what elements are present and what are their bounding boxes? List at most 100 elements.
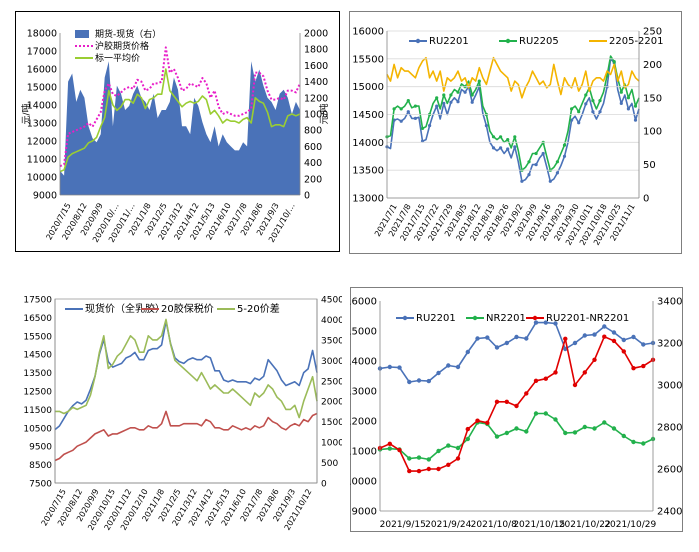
chart4-series-1-marker: [611, 426, 617, 431]
chart1-ylabel: 元/吨: [20, 103, 32, 124]
chart4-ytick-label: 14000: [350, 357, 377, 368]
chart3-ytick-label: 13500: [23, 369, 52, 379]
chart3-y2tick-label: 2000: [321, 398, 342, 408]
chart4-ytick-label: 15000: [350, 327, 377, 338]
chart4-series-2-marker: [553, 370, 558, 375]
chart1-ytick-label: 10000: [27, 173, 57, 184]
chart3-y2tick-label: 4000: [321, 316, 342, 326]
chart4-series-2-marker: [611, 338, 617, 344]
chart4-series-0-marker: [592, 332, 597, 337]
chart4-legend-marker: [532, 315, 538, 321]
chart2-series-1-marker: [449, 93, 453, 97]
chart1-y2tick-label: 800: [304, 126, 322, 137]
chart4-series-2-marker: [631, 366, 636, 371]
chart3-ytick-label: 7500: [29, 480, 52, 490]
chart4-series-1-marker: [416, 455, 422, 460]
chart2-series-0-marker: [406, 110, 410, 114]
chart4-legend-marker: [402, 315, 408, 321]
chart3-ytick-label: 10500: [23, 424, 52, 434]
chart3-y2tick-label: 3000: [321, 357, 342, 367]
chart4-series-2-marker: [514, 403, 519, 409]
chart3-ytick-label: 14500: [23, 351, 52, 361]
chart4-series-1-marker: [465, 436, 470, 442]
chart4-series-1-marker: [563, 430, 568, 436]
chart4-xtick-label: 2021/9/15: [380, 520, 426, 530]
chart4-series-1-marker: [387, 446, 392, 451]
chart2-series-0-marker: [463, 90, 467, 94]
chart2-legend-label: RU2201: [429, 36, 469, 47]
chart1-y2tick-label: 400: [304, 158, 322, 169]
chart1-ytick-label: 9000: [33, 191, 57, 202]
chart4-series-2-marker: [602, 334, 607, 339]
chart4-xtick-label: 2021/10/29: [604, 520, 656, 530]
chart3-series-2-line: [55, 318, 318, 419]
chart1-legend-label: 沪胶期货价格: [95, 40, 149, 52]
chart3-y2tick-label: 500: [321, 459, 338, 469]
chart2-series-0-marker: [633, 118, 638, 122]
chart3-ytick-label: 17500: [23, 296, 52, 306]
chart4-series-1-marker: [446, 443, 451, 448]
chart4-series-0-marker: [611, 330, 617, 335]
chart2-series-0-marker: [548, 179, 552, 183]
chart2-ytick-label: 13500: [352, 166, 384, 177]
chart4-series-2-marker: [455, 456, 461, 461]
chart3-y2tick-label: 0: [321, 480, 327, 490]
chart4-series-0-marker: [582, 333, 587, 338]
chart2-series-1-marker: [598, 99, 602, 103]
chart2-y2tick-label: 250: [643, 27, 662, 38]
chart3-legend-label: 20胶保税价: [161, 302, 214, 315]
chart3-svg: 17500 16500 15500 14500 13500 12500 11500 10500…: [23, 296, 342, 532]
chart4-series-1-marker: [602, 420, 607, 425]
chart2-series-0-marker: [428, 124, 432, 128]
chart2-series-1-marker: [435, 96, 439, 100]
chart1-y2tick-label: 200: [304, 174, 322, 185]
chart2-series-0-marker: [555, 171, 559, 175]
chart4-series-2-marker: [436, 466, 441, 472]
chart2-series-0-marker: [626, 107, 630, 111]
chart1-series-0-area: [60, 61, 300, 195]
chart3-ytick-label: 11500: [23, 406, 52, 416]
chart4-series-0-marker: [475, 336, 480, 341]
chart4-series-0-marker: [543, 320, 548, 325]
chart4-series-2-marker: [465, 426, 470, 432]
chart4-series-0-marker: [504, 340, 509, 346]
chart1-y2label: 元/吨: [318, 103, 330, 124]
chart2-y2tick-label: 200: [643, 60, 662, 71]
chart4-series-1-marker: [582, 424, 587, 430]
chart4-series-0-marker: [485, 335, 490, 340]
chart2-series-0-marker: [598, 110, 602, 114]
chart4-series-0-marker: [494, 345, 500, 350]
chart3-y2tick-label: 2500: [321, 377, 342, 387]
chart2-series-0-marker: [577, 121, 581, 125]
chart4-series-2-marker: [446, 462, 451, 467]
chart1-series-2-line: [59, 68, 301, 173]
chart2-series-0-marker: [399, 119, 403, 123]
chart4-series-0-marker: [572, 340, 578, 346]
chart4-series-2-marker: [407, 468, 412, 474]
chart2-series-1-marker: [513, 135, 517, 139]
chart1-y2tick-label: 1000: [304, 110, 328, 121]
chart2-series-0-marker: [591, 110, 595, 114]
chart4-xtick-label: 2021/9/24: [425, 520, 471, 530]
chart4-series-0-marker: [514, 334, 519, 340]
chart4-xtick-label: 2021/10/22: [559, 520, 611, 530]
chart2-series-1-marker: [577, 110, 581, 114]
chart4-series-2-marker: [524, 391, 529, 396]
chart4-series-1-marker: [621, 433, 626, 439]
chart1-y2tick-label: 1600: [304, 61, 328, 72]
chart4-legend-label: RU2201-NR2201: [546, 313, 629, 324]
chart4-ytick-label: 12000: [350, 417, 377, 428]
chart4-series-1-marker: [592, 426, 597, 431]
chart4-series-2-marker: [426, 466, 431, 472]
chart2-series-1-marker: [442, 93, 446, 97]
chart4-y2tick-label: 3200: [657, 339, 682, 350]
chart2-series-0-marker: [413, 116, 417, 120]
chart1-legend-label: 期货-现货（右）: [95, 28, 161, 40]
chart2-series-0-marker: [584, 102, 588, 106]
chart2-series-1-marker: [456, 90, 460, 94]
chart1-y2tick-label: 1400: [304, 77, 328, 88]
chart3-legend-label: 5-20价差: [237, 302, 280, 315]
chart4-ytick-label: 11000: [350, 447, 377, 458]
chart4-series-2-marker: [592, 357, 597, 362]
chart2-series-0-marker: [570, 118, 574, 122]
